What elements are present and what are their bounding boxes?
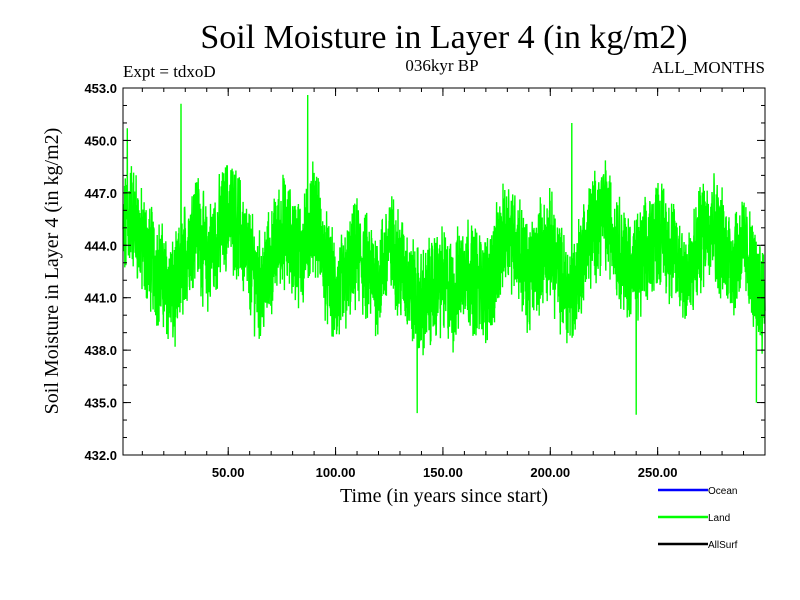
legend-label-ocean: Ocean: [708, 486, 737, 497]
y-tick-label: 432.0: [84, 448, 117, 463]
plot-area: [122, 94, 766, 415]
legend-label-allsurf: AllSurf: [708, 540, 738, 551]
y-tick-label: 453.0: [84, 81, 117, 96]
months-label: ALL_MONTHS: [652, 58, 765, 77]
x-tick-label: 200.00: [530, 465, 570, 480]
x-tick-label: 50.00: [212, 465, 245, 480]
period-label: 036kyr BP: [405, 56, 478, 75]
y-tick-label: 447.0: [84, 186, 117, 201]
legend: Ocean Land AllSurf: [658, 486, 738, 551]
y-axis-label: Soil Moisture in Layer 4 (in kg/m2): [41, 128, 63, 415]
y-tick-label: 450.0: [84, 133, 117, 148]
plot-frame: [122, 87, 766, 456]
x-tick-label: 150.00: [423, 465, 463, 480]
y-tick-label: 438.0: [84, 343, 117, 358]
legend-label-land: Land: [708, 513, 730, 524]
x-tick-label: 250.00: [638, 465, 678, 480]
y-tick-label: 435.0: [84, 396, 117, 411]
y-tick-label: 444.0: [84, 238, 117, 253]
experiment-label: Expt = tdxoD: [123, 62, 216, 81]
x-tick-label: 100.00: [316, 465, 356, 480]
series-line-land: [122, 94, 766, 415]
chart-title: Soil Moisture in Layer 4 (in kg/m2): [200, 19, 687, 56]
y-tick-label: 441.0: [84, 291, 117, 306]
axis-ticks: 432.0 435.0 438.0 441.0 444.0 447.0 450.0 453.0…: [84, 81, 765, 480]
x-axis-label: Time (in years since start): [340, 485, 548, 507]
